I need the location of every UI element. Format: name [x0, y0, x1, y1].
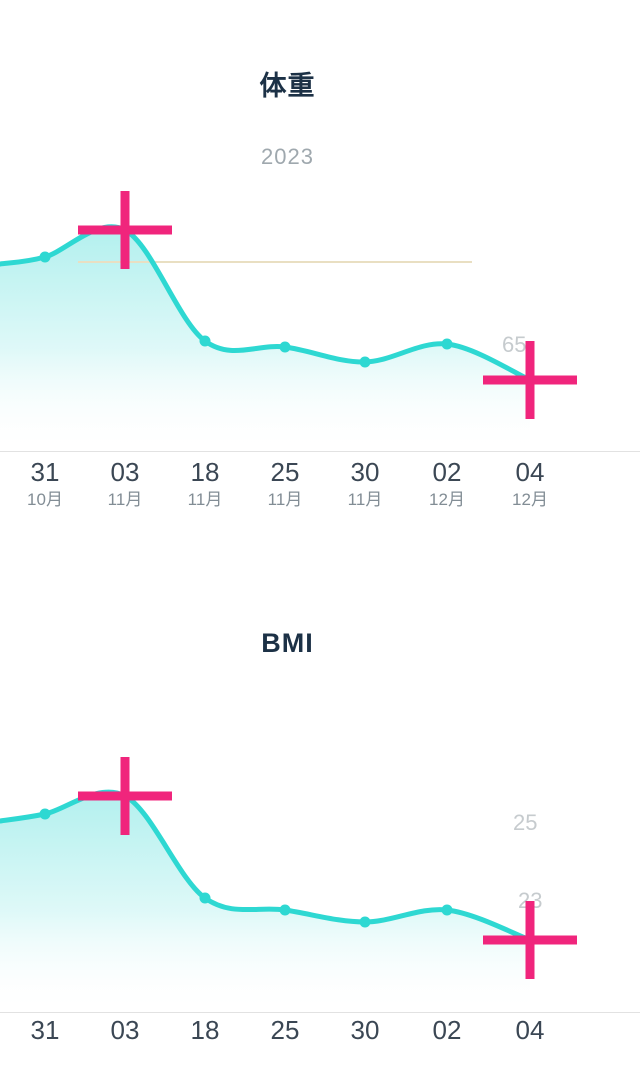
x-axis-label: 02 12月: [407, 458, 487, 511]
x-axis-month: 11月: [107, 490, 143, 509]
weight-chart-canvas[interactable]: 65: [0, 150, 640, 454]
x-axis-month: 11月: [347, 490, 383, 509]
x-axis-day: 18: [190, 1015, 220, 1045]
value-label: 25: [513, 810, 537, 835]
series-line: [0, 224, 533, 383]
x-axis-label: 03: [85, 1016, 165, 1044]
data-point-dot: [39, 808, 51, 820]
x-axis-label: 04: [490, 1016, 570, 1044]
x-axis-label: 25 11月: [245, 458, 325, 511]
selection-cross-marker[interactable]: [483, 901, 577, 979]
x-axis-label: 18 11月: [165, 458, 245, 511]
x-axis-day: 25: [270, 1015, 300, 1045]
x-axis-day: 25: [270, 457, 300, 487]
x-axis-day: 31: [30, 457, 60, 487]
selection-cross-marker[interactable]: [483, 341, 577, 419]
x-axis-label: 31: [5, 1016, 85, 1044]
x-axis-label: 03 11月: [85, 458, 165, 511]
data-point-dot: [441, 904, 453, 916]
weight-chart-title: 体重: [259, 71, 316, 101]
chart-area-fill: [0, 226, 530, 451]
x-axis-label: 30 11月: [325, 458, 405, 511]
data-point-dot: [39, 251, 51, 263]
x-axis-day: 02: [432, 1015, 462, 1045]
data-point-dot: [199, 892, 211, 904]
x-axis-label: 31 10月: [5, 458, 85, 511]
x-axis-day: 18: [190, 457, 220, 487]
bmi-x-axis-labels: 31 03 18 25 30 02 04: [0, 1016, 640, 1076]
series-line: [0, 789, 533, 943]
x-axis-month: 12月: [512, 490, 548, 509]
data-point-dot: [199, 335, 211, 347]
weight-x-axis-labels: 31 10月 03 11月 18 11月 25 11月 30 11月 02 12月 04 12月: [0, 458, 640, 518]
data-point-dot: [279, 904, 291, 916]
x-axis-day: 03: [110, 1015, 140, 1045]
x-axis-label: 25: [245, 1016, 325, 1044]
data-point-dot: [279, 341, 291, 353]
selection-cross-marker[interactable]: [78, 757, 172, 835]
x-axis-day: 04: [515, 457, 545, 487]
x-axis-day: 04: [515, 1015, 545, 1045]
x-axis-month: 10月: [27, 490, 63, 509]
x-axis-day: 30: [350, 457, 380, 487]
x-axis-label: 04 12月: [490, 458, 570, 511]
x-axis-day: 03: [110, 457, 140, 487]
chart-area-fill: [0, 792, 530, 1012]
year-label: 2023: [261, 144, 314, 169]
x-axis-label: 30: [325, 1016, 405, 1044]
data-point-dot: [359, 916, 371, 928]
x-axis-day: 02: [432, 457, 462, 487]
x-axis-label: 18: [165, 1016, 245, 1044]
x-axis-month: 11月: [187, 490, 223, 509]
x-axis-month: 12月: [429, 490, 465, 509]
data-point-dot: [441, 338, 453, 350]
x-axis-label: 02: [407, 1016, 487, 1044]
x-axis-day: 30: [350, 1015, 380, 1045]
weight-x-axis-line: [0, 451, 640, 452]
data-point-dot: [359, 356, 371, 368]
bmi-x-axis-line: [0, 1012, 640, 1013]
bmi-chart-title: BMI: [261, 628, 314, 658]
x-axis-day: 31: [30, 1015, 60, 1045]
x-axis-month: 11月: [267, 490, 303, 509]
selection-cross-marker[interactable]: [78, 191, 172, 269]
value-label: 65: [502, 332, 526, 357]
